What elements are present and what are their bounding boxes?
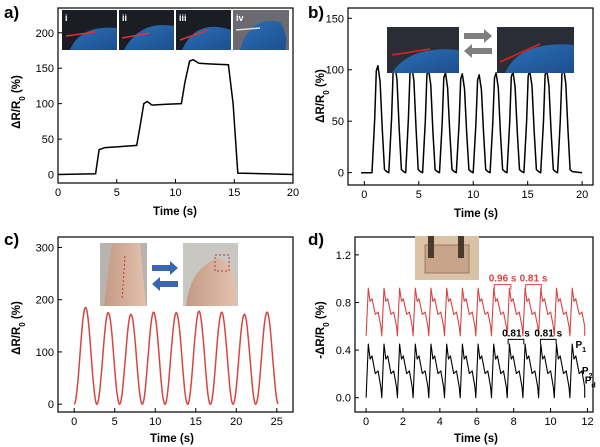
photo-pair-c xyxy=(100,243,238,306)
photo-pair-b xyxy=(387,27,574,73)
black-interval-1-bracket xyxy=(507,338,525,345)
photo-label-iv: iv xyxy=(236,13,244,23)
chart-panel-b: 0 5 10 15 20 0 50 100 150 xyxy=(326,7,594,201)
black-interval-2-bracket xyxy=(539,338,557,345)
black-interval-2-label: 0.81 s xyxy=(534,328,562,339)
y-tick-label-b-0: 0 xyxy=(338,168,344,180)
x-tick-label-c-1: 5 xyxy=(112,416,118,428)
red-interval-2-bracket xyxy=(525,284,542,290)
panel-label-a: a) xyxy=(4,3,19,22)
plot-frame-b xyxy=(347,7,594,186)
x-axis-label-b: Time (s) xyxy=(454,208,498,220)
red-interval-2-label: 0.81 s xyxy=(520,274,548,285)
x-tick-label-a-3: 15 xyxy=(228,187,240,199)
series-line-a xyxy=(57,58,294,176)
x-tick-label-d-1: 2 xyxy=(400,416,406,428)
x-tick-label-b-1: 5 xyxy=(416,189,422,201)
x-tick-label-c-4: 20 xyxy=(230,416,242,428)
chart-panel-c: 0 5 10 15 20 25 0 100 200 300 xyxy=(36,236,294,428)
x-axis-label-d: Time (s) xyxy=(454,433,498,445)
photo-label-iii: iii xyxy=(179,13,187,23)
panel-label-d: d) xyxy=(308,230,324,249)
y-tick-label-d-0: 0.0 xyxy=(336,393,351,405)
arm-photo-bent xyxy=(183,243,238,306)
series-line-d-0 xyxy=(365,287,586,337)
y-tick-label-d-1: 0.4 xyxy=(336,345,351,357)
series-line-d-1 xyxy=(365,343,586,399)
x-axis-label-c: Time (s) xyxy=(150,433,194,445)
y-tick-label-c-3: 300 xyxy=(36,242,54,254)
x-tick-label-d-5: 10 xyxy=(544,416,556,428)
y-tick-label-a-1: 50 xyxy=(42,134,54,146)
y-tick-label-d-3: 1.2 xyxy=(336,250,351,262)
y-tick-label-a-2: 100 xyxy=(36,99,54,111)
black-interval-1-label: 0.81 s xyxy=(502,328,530,339)
y-tick-label-a-0: 0 xyxy=(48,169,54,181)
swap-arrows-icon xyxy=(152,261,178,291)
finger-photo-bent xyxy=(497,27,574,73)
x-tick-label-d-3: 6 xyxy=(474,416,480,428)
y-tick-label-c-0: 0 xyxy=(48,399,54,411)
x-tick-label-b-0: 0 xyxy=(361,189,367,201)
photo-label-ii: ii xyxy=(122,13,127,23)
red-interval-1-bracket xyxy=(493,284,512,290)
y-axis-label-b: ΔR/R0 (%) xyxy=(315,69,331,123)
plot-frame-c xyxy=(57,236,294,413)
series-line-c xyxy=(73,306,279,406)
x-tick-label-b-3: 15 xyxy=(522,189,534,201)
x-tick-label-c-5: 25 xyxy=(271,416,283,428)
y-tick-label-a-3: 150 xyxy=(36,63,54,75)
x-axis-label-a: Time (s) xyxy=(153,206,197,218)
panel-label-b: b) xyxy=(308,3,324,22)
hand-photo-iii: iii xyxy=(176,10,231,50)
series-line-b xyxy=(361,62,583,174)
arm-photo-straight xyxy=(100,243,147,306)
peak-label-p2: P2 xyxy=(582,366,593,380)
sensor-photo-d xyxy=(415,236,479,280)
y-tick-label-b-1: 50 xyxy=(332,116,344,128)
y-tick-label-c-2: 200 xyxy=(36,295,54,307)
y-tick-label-b-2: 100 xyxy=(326,65,344,77)
swap-arrows-icon xyxy=(464,29,492,58)
y-tick-label-d-2: 0.8 xyxy=(336,297,351,309)
x-tick-label-d-4: 8 xyxy=(511,416,517,428)
x-tick-label-a-0: 0 xyxy=(55,187,61,199)
x-tick-label-b-4: 20 xyxy=(576,189,588,201)
red-interval-1-label: 0.96 s xyxy=(489,274,517,285)
x-tick-label-d-2: 4 xyxy=(437,416,443,428)
x-tick-label-a-4: 20 xyxy=(287,187,299,199)
y-tick-label-b-3: 150 xyxy=(326,13,344,25)
y-axis-label-d: -ΔR/R0 (%) xyxy=(315,301,331,359)
photo-label-i: i xyxy=(65,13,68,23)
y-tick-label-c-1: 100 xyxy=(36,347,54,359)
hand-photo-iv: iv xyxy=(233,10,289,50)
finger-photo-straight xyxy=(387,27,459,73)
x-tick-label-d-6: 12 xyxy=(581,416,593,428)
y-tick-label-a-4: 200 xyxy=(36,28,54,40)
x-tick-label-d-0: 0 xyxy=(363,416,369,428)
hand-photo-ii: ii xyxy=(119,10,174,50)
photo-strip-a: i ii iii iv xyxy=(62,10,289,50)
x-tick-label-c-2: 10 xyxy=(149,416,161,428)
y-axis-label-a: ΔR/R0 (%) xyxy=(11,75,27,129)
x-tick-label-c-0: 0 xyxy=(71,416,77,428)
x-tick-label-a-1: 5 xyxy=(114,187,120,199)
hand-photo-i: i xyxy=(62,10,117,50)
panel-label-c: c) xyxy=(4,230,19,249)
x-tick-label-a-2: 10 xyxy=(169,187,181,199)
x-tick-label-c-3: 15 xyxy=(190,416,202,428)
peak-label-pd: Pd xyxy=(585,375,596,389)
x-tick-label-b-2: 10 xyxy=(467,189,479,201)
peak-label-p1: P1 xyxy=(575,340,586,354)
y-axis-label-c: ΔR/R0 (%) xyxy=(11,301,27,355)
